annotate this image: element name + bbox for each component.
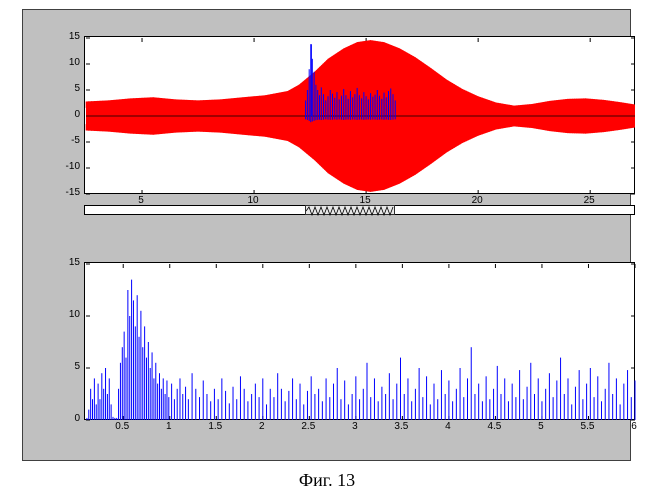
tick-label: -10 xyxy=(66,162,80,172)
tick-label: 0.5 xyxy=(115,422,129,432)
tick-label: 5 xyxy=(74,84,80,94)
figure-frame: -15-10-5051015 510152025 051015 0.511.52… xyxy=(22,9,631,461)
tick-label: 0 xyxy=(74,110,80,120)
tick-label: 2 xyxy=(259,422,265,432)
tick-label: -5 xyxy=(71,136,80,146)
tick-label: 3 xyxy=(352,422,358,432)
bottom-chart xyxy=(84,262,635,420)
tick-label: 4 xyxy=(445,422,451,432)
tick-label: 5.5 xyxy=(581,422,595,432)
tick-label: 6 xyxy=(631,422,637,432)
tick-label: 1.5 xyxy=(208,422,222,432)
tick-label: 2.5 xyxy=(301,422,315,432)
tick-label: 10 xyxy=(69,58,80,68)
tick-label: 15 xyxy=(69,258,80,268)
top-chart-svg xyxy=(85,37,636,195)
tick-label: -15 xyxy=(66,188,80,198)
tick-label: 4.5 xyxy=(487,422,501,432)
range-slider-thumb-pattern xyxy=(306,206,396,216)
tick-label: 3.5 xyxy=(394,422,408,432)
range-slider-thumb[interactable] xyxy=(305,205,395,215)
tick-label: 15 xyxy=(69,32,80,42)
tick-label: 5 xyxy=(538,422,544,432)
range-slider[interactable] xyxy=(84,205,635,215)
bottom-chart-svg xyxy=(85,263,636,421)
top-chart xyxy=(84,36,635,194)
tick-label: 10 xyxy=(69,310,80,320)
figure-caption: Фиг. 13 xyxy=(0,470,654,491)
tick-label: 5 xyxy=(74,362,80,372)
tick-label: 0 xyxy=(74,414,80,424)
tick-label: 1 xyxy=(166,422,172,432)
